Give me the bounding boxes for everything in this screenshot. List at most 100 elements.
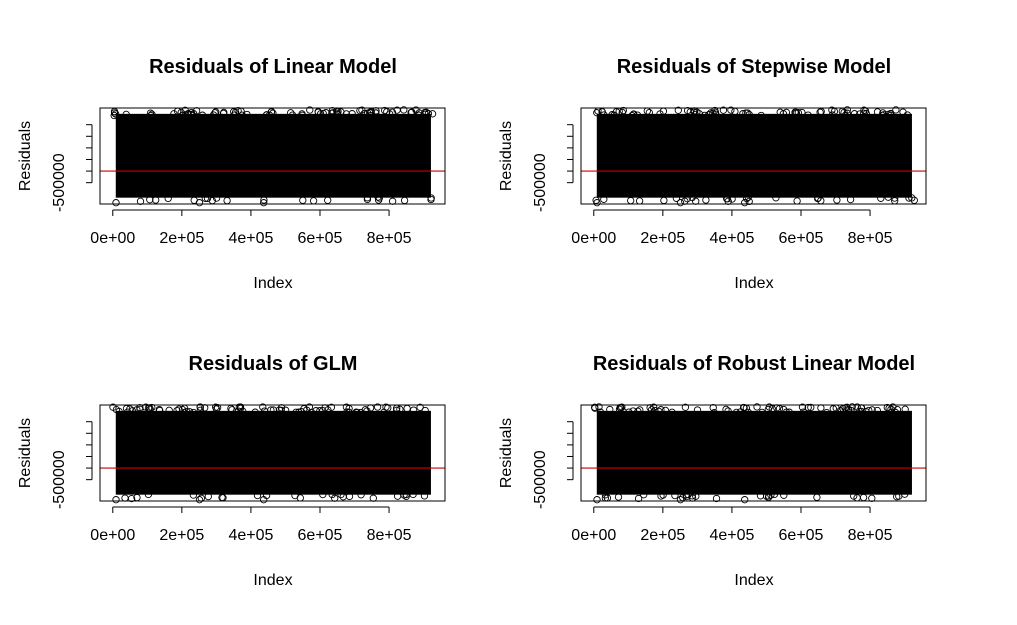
outlier-point	[328, 490, 336, 499]
outlier-point	[722, 405, 730, 414]
outlier-point	[253, 491, 262, 500]
outlier-point	[688, 492, 696, 500]
outlier-point	[173, 406, 181, 415]
outlier-point	[121, 494, 129, 502]
outlier-point	[112, 199, 120, 207]
outlier-point	[189, 408, 198, 417]
residual-point-cloud	[596, 113, 912, 198]
outlier-point	[799, 408, 808, 416]
outlier-point	[324, 196, 332, 204]
x-tick-label: 6e+05	[298, 527, 343, 544]
outlier-point	[892, 106, 900, 114]
outlier-point	[209, 111, 218, 119]
outlier-point	[421, 406, 429, 415]
outlier-point	[126, 405, 134, 413]
outlier-point	[707, 109, 715, 117]
outlier-point	[400, 491, 408, 499]
outlier-point	[628, 111, 636, 120]
outlier-point	[744, 193, 752, 201]
outlier-point	[700, 111, 709, 120]
outlier-point	[414, 111, 422, 119]
outlier-point	[741, 496, 749, 504]
outlier-point	[201, 194, 209, 202]
x-tick-label: 0e+00	[90, 230, 135, 247]
outlier-point	[627, 196, 635, 205]
outlier-point	[719, 106, 728, 114]
outlier-point	[316, 110, 325, 118]
outlier-point	[259, 403, 267, 411]
outlier-point	[303, 406, 311, 414]
outlier-point	[860, 109, 868, 117]
outlier-point	[367, 111, 375, 120]
outlier-point	[212, 405, 221, 413]
y-tick-label: -500000	[532, 450, 549, 509]
outlier-point	[112, 496, 120, 504]
outlier-point	[269, 109, 277, 117]
outlier-point	[179, 111, 187, 119]
x-tick-label: 2e+05	[640, 527, 685, 544]
outlier-point	[396, 405, 404, 413]
outlier-point	[676, 496, 685, 504]
plot-frame	[99, 404, 446, 502]
x-tick-label: 8e+05	[367, 230, 412, 247]
outlier-point	[392, 406, 401, 414]
residual-plot-1: Residuals of Linear Model 0e+00 2e+05 4e+05…	[17, 56, 446, 292]
x-axis-label: Index	[734, 572, 773, 589]
outlier-point	[807, 403, 815, 412]
outlier-point	[693, 108, 701, 116]
y-axis-label: Residuals	[17, 121, 34, 191]
outlier-point	[903, 111, 912, 119]
outlier-point	[212, 194, 221, 202]
residual-plot-3: Residuals of GLM 0e+00 2e+05 4e+05 6e+05 8e+0…	[17, 353, 446, 589]
x-tick-label: 4e+05	[709, 527, 754, 544]
outlier-point	[223, 196, 231, 205]
outlier-point	[197, 494, 205, 502]
outlier-point	[234, 106, 242, 115]
outlier-point	[291, 491, 299, 500]
outlier-point	[817, 404, 825, 412]
outlier-point	[165, 406, 173, 414]
outlier-point	[757, 111, 765, 120]
outlier-point	[230, 108, 238, 116]
outlier-point	[635, 197, 644, 205]
outlier-point	[776, 108, 784, 116]
outlier-point	[277, 406, 285, 415]
outlier-point	[743, 109, 752, 117]
outlier-point	[740, 403, 748, 412]
outlier-point	[676, 199, 685, 207]
outlier-point	[307, 408, 316, 417]
outlier-point	[203, 194, 212, 203]
outlier-point	[847, 406, 855, 415]
outlier-point	[375, 194, 383, 202]
outlier-point	[393, 106, 401, 114]
outlier-point	[659, 491, 667, 499]
plot-title: Residuals of GLM	[189, 353, 358, 375]
outlier-point	[836, 407, 844, 415]
outlier-point	[645, 108, 653, 117]
outlier-point	[251, 408, 259, 416]
outlier-point	[595, 403, 603, 411]
outlier-point	[230, 111, 238, 119]
outlier-point	[745, 110, 753, 119]
outlier-point	[361, 406, 369, 414]
plot-frame	[580, 107, 927, 205]
x-tick-label: 8e+05	[848, 527, 893, 544]
outlier-point	[239, 407, 247, 415]
outlier-point	[873, 406, 881, 415]
outlier-point	[764, 405, 772, 414]
outlier-point	[260, 196, 268, 204]
x-tick-label: 8e+05	[367, 527, 412, 544]
outlier-point	[306, 106, 314, 114]
outlier-point	[840, 108, 848, 117]
outlier-point	[723, 195, 731, 203]
outlier-point	[868, 406, 876, 414]
plot-frame	[99, 107, 446, 205]
x-tick-label: 6e+05	[779, 527, 824, 544]
x-tick-label: 2e+05	[640, 230, 685, 247]
outlier-point	[381, 106, 389, 115]
outlier-point	[728, 195, 736, 203]
outlier-point	[780, 491, 788, 499]
outlier-point	[853, 403, 861, 411]
outlier-point	[424, 110, 433, 118]
outlier-point	[794, 109, 802, 117]
